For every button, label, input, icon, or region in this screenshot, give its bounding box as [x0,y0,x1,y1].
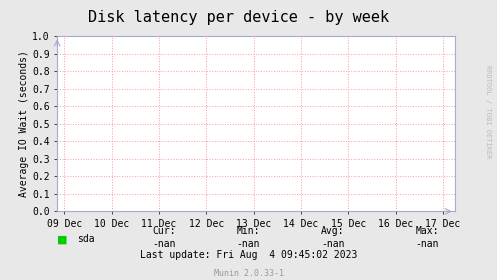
Text: -nan: -nan [152,239,176,249]
Text: -nan: -nan [415,239,439,249]
Text: -nan: -nan [237,239,260,249]
Text: ■: ■ [57,234,68,244]
Text: Min:: Min: [237,226,260,236]
Text: Disk latency per device - by week: Disk latency per device - by week [88,10,389,25]
Text: Avg:: Avg: [321,226,345,236]
Text: sda: sda [77,234,94,244]
Text: RRDTOOL / TOBI OETIKER: RRDTOOL / TOBI OETIKER [485,65,491,159]
Text: Munin 2.0.33-1: Munin 2.0.33-1 [214,269,283,278]
Text: Last update: Fri Aug  4 09:45:02 2023: Last update: Fri Aug 4 09:45:02 2023 [140,250,357,260]
Text: Cur:: Cur: [152,226,176,236]
Text: Max:: Max: [415,226,439,236]
Text: -nan: -nan [321,239,345,249]
Y-axis label: Average IO Wait (seconds): Average IO Wait (seconds) [19,50,29,197]
